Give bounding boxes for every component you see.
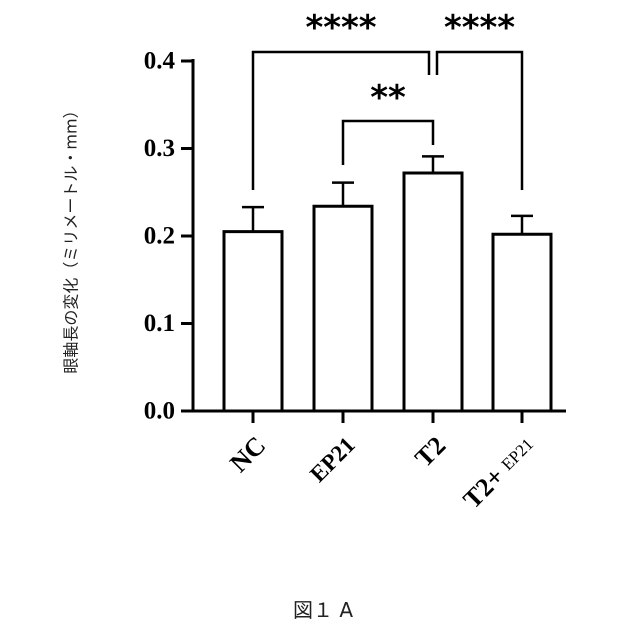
x-tick-label: T2+ EP21 [457,431,540,514]
figure-caption: 図１ A [293,598,353,622]
bar [493,234,551,411]
significance-bracket [437,52,522,190]
y-tick-label: 0.3 [144,135,175,162]
y-tick-label: 0.1 [144,310,175,337]
significance-label: **** [444,8,515,48]
y-tick-label: 0.0 [144,398,175,425]
significance-bracket [343,121,433,165]
significance-label: ** [370,78,406,118]
x-tick-label: T2 [409,431,451,473]
bar [404,173,462,411]
y-tick-label: 0.2 [144,223,175,250]
y-axis-label: 眼軸長の変化（ミリメートル・mm） [62,102,81,373]
y-tick-label: 0.4 [144,48,176,75]
x-tick-label: EP21 [305,432,360,487]
bar [224,232,282,411]
x-tick-label: NC [224,431,271,478]
significance-label: **** [305,8,376,48]
bar [314,206,372,411]
plot-area: 0.00.10.20.30.4NCEP21T2T2+ EP21*********… [144,8,566,514]
